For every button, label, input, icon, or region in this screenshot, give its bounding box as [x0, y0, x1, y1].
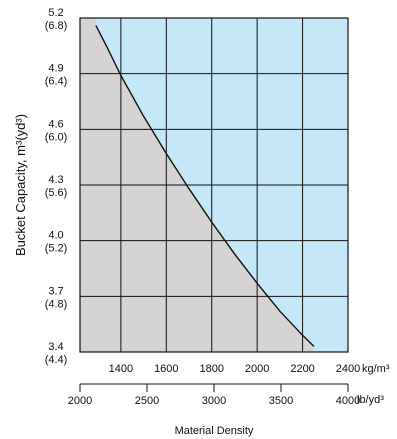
- x-axis-title: Material Density: [175, 425, 254, 437]
- grid: [80, 18, 348, 352]
- y-tick-label: 4.9: [48, 63, 63, 75]
- below-curve-region: [80, 18, 314, 352]
- y-tick-sublabel: (6.8): [45, 20, 68, 32]
- secondary-x-tick-label: 2000: [68, 395, 92, 407]
- plot-frame: [79, 17, 349, 353]
- capacity-curve: [95, 25, 315, 347]
- y-tick-label: 4.0: [48, 230, 63, 242]
- secondary-x-tick-label: 3500: [269, 395, 293, 407]
- y-tick-label: 4.3: [48, 174, 63, 186]
- y-tick-sublabel: (6.0): [45, 131, 68, 143]
- capacity-curve-layer: [95, 25, 315, 347]
- x-unit-primary: kg/m³: [362, 363, 390, 375]
- y-tick-label: 3.7: [48, 285, 63, 297]
- y-axis-title: Bucket Capacity, m³(yd³): [13, 114, 28, 256]
- y-tick-label: 5.2: [48, 7, 63, 19]
- x-tick-label: 2000: [245, 363, 269, 375]
- y-tick-sublabel: (4.4): [45, 354, 68, 366]
- y-tick-labels: 3.4(4.4) 3.7(4.8) 4.0(5.2) 4.3(5.6) 4.6(6.0)…: [45, 7, 68, 366]
- secondary-x-tick-label: 3000: [202, 395, 226, 407]
- y-tick-label: 4.6: [48, 118, 63, 130]
- x-tick-label: 1600: [154, 363, 178, 375]
- secondary-x-axis: 2000 2500 3000 3500 4000: [68, 383, 360, 407]
- secondary-x-tick-label: 2500: [135, 395, 159, 407]
- x-tick-label: 1400: [109, 363, 133, 375]
- y-tick-sublabel: (5.2): [45, 243, 68, 255]
- x-tick-label: 1800: [199, 363, 223, 375]
- y-tick-label: 3.4: [48, 341, 63, 353]
- x-unit-secondary: lb/yd³: [357, 394, 384, 406]
- y-tick-sublabel: (5.6): [45, 187, 68, 199]
- x-tick-labels-kg-m3: 1400 1600 1800 2000 2200 2400: [109, 363, 361, 375]
- y-tick-sublabel: (6.4): [45, 76, 68, 88]
- x-tick-label: 2200: [290, 363, 314, 375]
- y-tick-sublabel: (4.8): [45, 298, 68, 310]
- secondary-x-tick-label: 4000: [336, 395, 360, 407]
- x-tick-label: 2400: [336, 363, 360, 375]
